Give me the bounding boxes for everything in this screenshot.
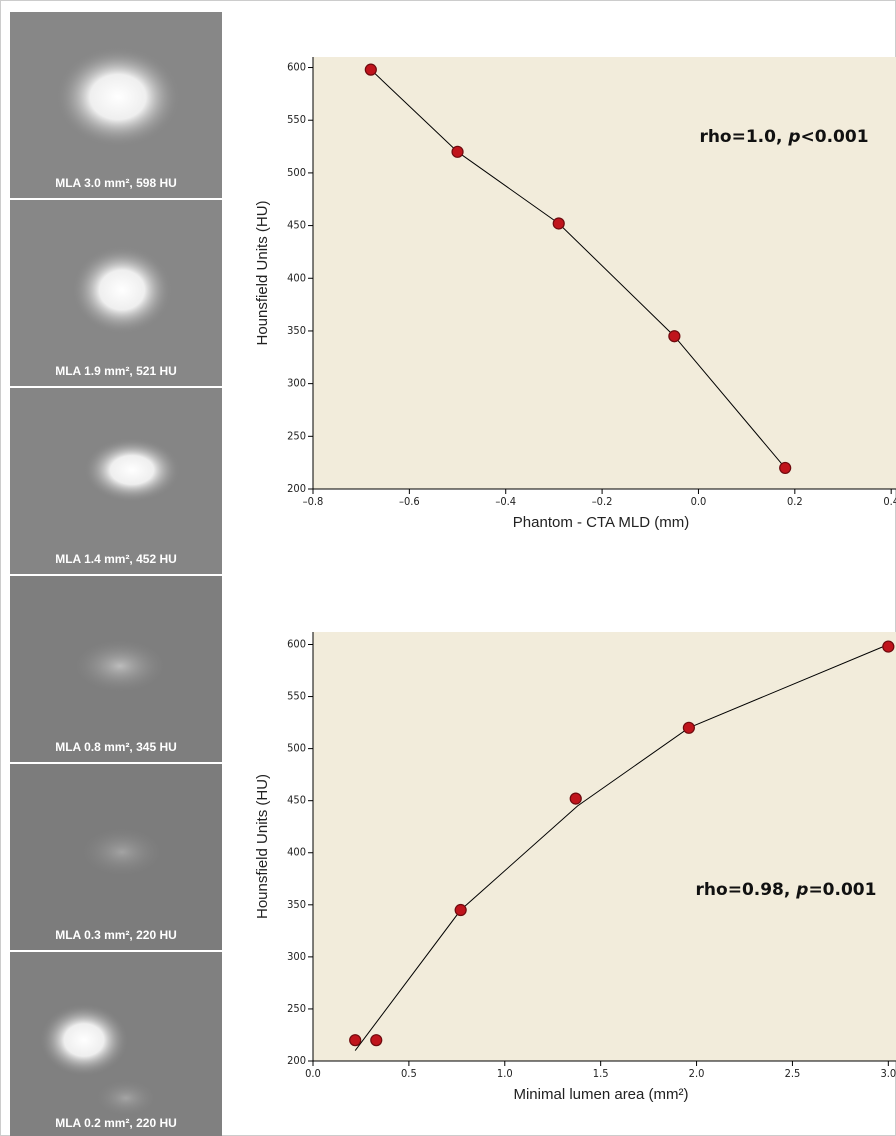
x-tick-label: 0.5: [401, 1067, 417, 1080]
point: [452, 146, 463, 157]
annotation-part: p: [795, 880, 808, 900]
caption: MLA 0.2 mm², 220 HU: [55, 1116, 177, 1130]
x-tick-label: 0.4: [883, 495, 896, 508]
point: [780, 462, 791, 473]
y-axis-label: Hounsfield Units (HU): [254, 774, 271, 919]
point: [570, 793, 581, 804]
y-tick-label: 200: [287, 1054, 306, 1067]
lumen: [96, 1080, 156, 1116]
x-tick-label: 1.5: [593, 1067, 609, 1080]
point: [553, 218, 564, 229]
point: [669, 331, 680, 342]
plot-area: [313, 57, 896, 489]
y-tick-label: 600: [287, 637, 306, 650]
point: [365, 64, 376, 75]
point: [455, 905, 466, 916]
y-tick-label: 500: [287, 742, 306, 755]
y-tick-label: 600: [287, 61, 306, 74]
annotation-part: rho=1.0,: [699, 127, 788, 147]
point: [350, 1035, 361, 1046]
y-tick-label: 300: [287, 950, 306, 963]
annotation-part: p: [787, 127, 800, 147]
y-axis-label: Hounsfield Units (HU): [254, 200, 271, 345]
y-tick-label: 400: [287, 846, 306, 859]
point: [371, 1035, 382, 1046]
x-tick-label: –0.6: [399, 495, 420, 508]
x-tick-label: 0.0: [691, 495, 707, 508]
x-tick-label: 2.5: [785, 1067, 801, 1080]
y-tick-label: 350: [287, 324, 306, 337]
annotation-part: rho=0.98,: [696, 880, 797, 900]
x-axis-label: Minimal lumen area (mm²): [513, 1086, 688, 1103]
lumen: [72, 246, 172, 334]
y-tick-label: 550: [287, 690, 306, 703]
x-tick-label: 2.0: [689, 1067, 705, 1080]
annotation-part: =0.001: [808, 880, 876, 900]
x-tick-label: –0.4: [495, 495, 516, 508]
caption: MLA 1.4 mm², 452 HU: [55, 552, 177, 566]
caption: MLA 3.0 mm², 598 HU: [55, 176, 177, 190]
y-tick-label: 200: [287, 482, 306, 495]
point: [683, 722, 694, 733]
y-tick-label: 450: [287, 794, 306, 807]
plot-area: [313, 632, 896, 1061]
x-tick-label: –0.8: [303, 495, 324, 508]
lumen: [75, 640, 165, 692]
annotation: rho=0.98, p=0.001: [696, 880, 877, 900]
lumen: [84, 438, 180, 502]
point: [883, 641, 894, 652]
annotation-part: <0.001: [801, 127, 869, 147]
y-tick-label: 500: [287, 166, 306, 179]
y-tick-label: 250: [287, 429, 306, 442]
caption: MLA 1.9 mm², 521 HU: [55, 364, 177, 378]
y-tick-label: 550: [287, 113, 306, 126]
figure: MLA 3.0 mm², 598 HU MLA 1.9 mm², 521 HU ML…: [0, 0, 896, 1136]
x-tick-label: 0.0: [305, 1067, 321, 1080]
annotation: rho=1.0, p<0.001: [699, 127, 868, 147]
y-tick-label: 250: [287, 1002, 306, 1015]
caption: MLA 0.8 mm², 345 HU: [55, 740, 177, 754]
caption: MLA 0.3 mm², 220 HU: [55, 928, 177, 942]
y-tick-label: 450: [287, 219, 306, 232]
x-axis-label: Phantom - CTA MLD (mm): [513, 514, 689, 531]
x-tick-label: 1.0: [497, 1067, 513, 1080]
x-tick-label: –0.2: [592, 495, 613, 508]
y-tick-label: 300: [287, 377, 306, 390]
lumen: [82, 828, 162, 876]
x-tick-label: 3.0: [880, 1067, 896, 1080]
lumen: [40, 1004, 128, 1076]
y-tick-label: 350: [287, 898, 306, 911]
lumen: [56, 47, 180, 147]
y-tick-label: 400: [287, 271, 306, 284]
x-tick-label: 0.2: [787, 495, 803, 508]
